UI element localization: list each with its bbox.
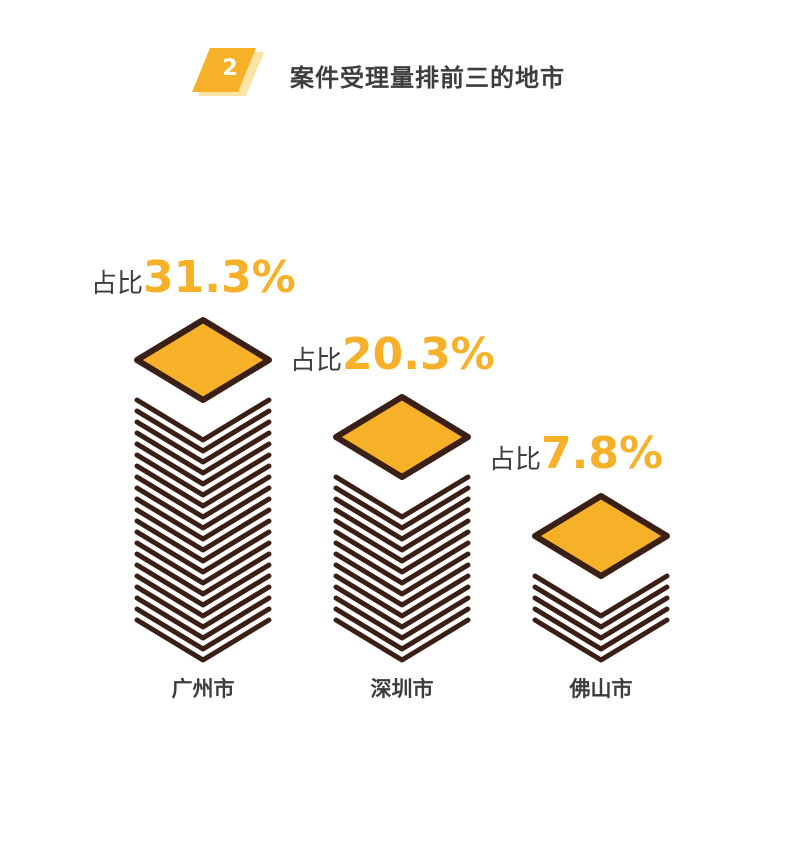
stack-layer <box>333 540 471 586</box>
stack-layer <box>532 606 670 652</box>
stack-layer <box>134 430 272 476</box>
stack-layer <box>532 573 670 619</box>
stack-layer <box>134 485 272 531</box>
chart-title: 案件受理量排前三的地市 <box>290 64 565 92</box>
stack-layer <box>134 562 272 608</box>
stack-top-diamond <box>134 317 272 403</box>
stack-layer <box>532 584 670 630</box>
stack-bar <box>333 394 471 663</box>
stack-layer <box>134 419 272 465</box>
stack-layer <box>333 474 471 520</box>
badge-parallelogram-icon <box>192 48 264 96</box>
share-label-prefix: 占比 <box>489 445 541 475</box>
share-label-prefix: 占比 <box>290 346 342 376</box>
stack-layer <box>134 584 272 630</box>
stack-layer <box>134 408 272 454</box>
stack-layer <box>333 584 471 630</box>
stack-layer <box>333 595 471 641</box>
stack-layer <box>333 573 471 619</box>
share-label: 占比31.3% <box>91 252 296 303</box>
stack-bar <box>532 493 670 663</box>
share-label-value: 7.8% <box>541 428 663 479</box>
stack-layer <box>134 529 272 575</box>
stack-layer <box>134 606 272 652</box>
stack-bar <box>134 317 272 663</box>
share-label-prefix: 占比 <box>91 269 143 299</box>
stack-layer <box>134 617 272 663</box>
stack-layer <box>134 496 272 542</box>
stack-layer <box>134 452 272 498</box>
stack-layer <box>134 474 272 520</box>
stack-layer <box>333 551 471 597</box>
stack-layer <box>333 485 471 531</box>
stack-layer <box>333 518 471 564</box>
category-label: 佛山市 <box>569 677 633 701</box>
category-label: 深圳市 <box>371 677 434 701</box>
stack-top-diamond <box>532 493 670 579</box>
stack-layer <box>134 573 272 619</box>
stack-layer <box>134 540 272 586</box>
stack-layer <box>134 441 272 487</box>
stack-layer <box>333 606 471 652</box>
stack-layer <box>134 507 272 553</box>
stack-layer <box>333 562 471 608</box>
stack-layer <box>134 595 272 641</box>
share-label: 占比20.3% <box>290 329 495 380</box>
badge-main-shape <box>192 48 256 92</box>
category-label: 广州市 <box>172 677 235 701</box>
stack-layer <box>333 507 471 553</box>
section-number: 2 <box>222 56 238 81</box>
stack-layer <box>134 463 272 509</box>
stack-layer <box>333 529 471 575</box>
stack-layer <box>333 617 471 663</box>
stack-top-diamond <box>333 394 471 480</box>
stack-layer <box>134 551 272 597</box>
stack-layer <box>134 518 272 564</box>
stack-layer <box>134 397 272 443</box>
share-label: 占比7.8% <box>489 428 663 479</box>
share-label-value: 31.3% <box>143 252 296 303</box>
stack-layer <box>532 617 670 663</box>
share-label-value: 20.3% <box>342 329 495 380</box>
section-number-badge: 2 <box>190 46 270 98</box>
stack-layer <box>532 595 670 641</box>
stack-layer <box>333 496 471 542</box>
